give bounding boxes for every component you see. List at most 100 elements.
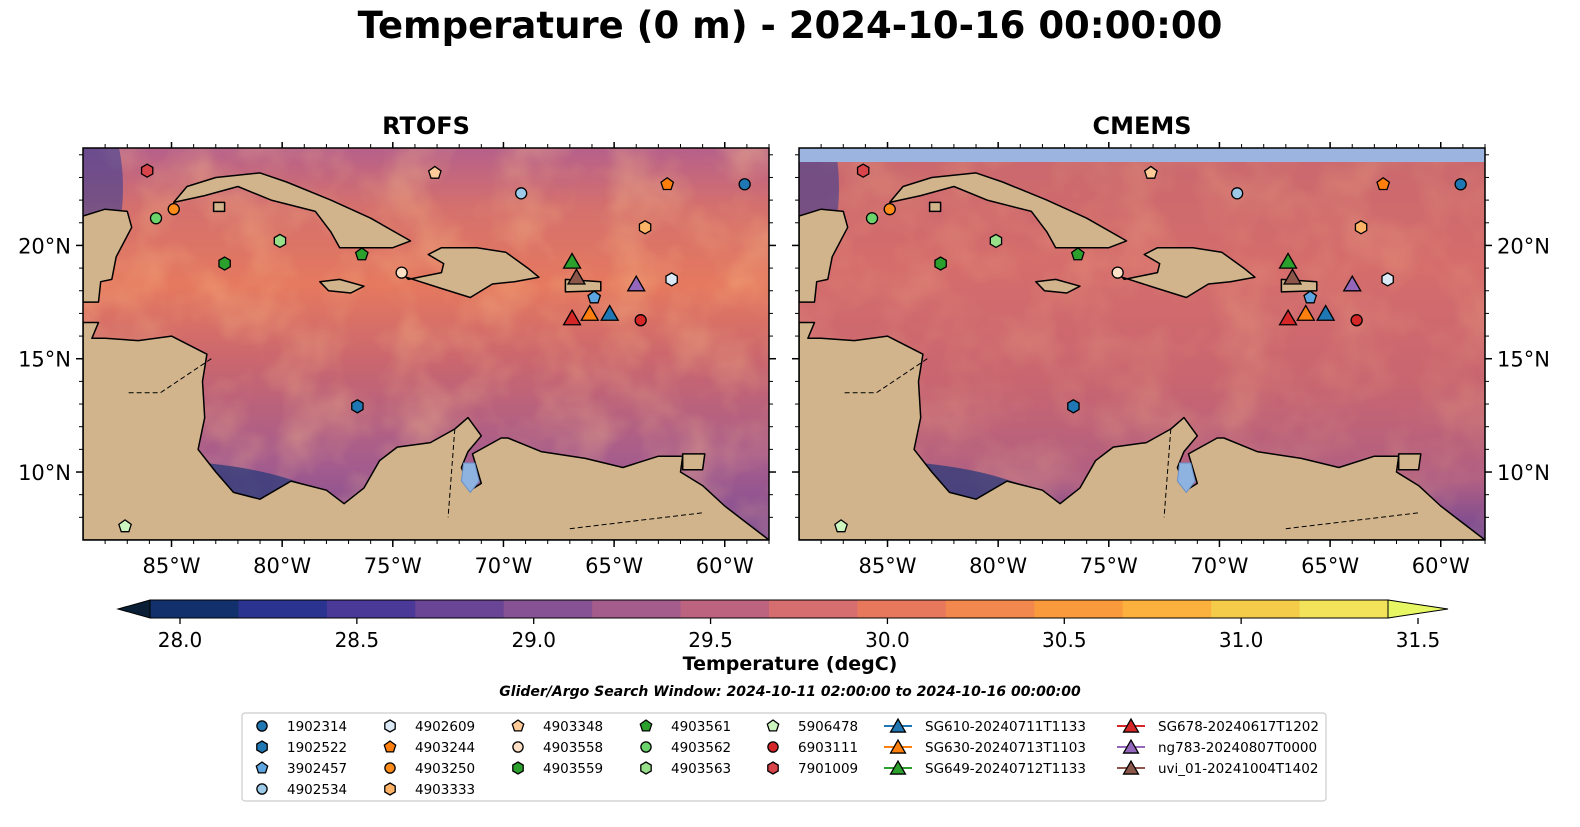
legend-entry-label: SG610-20240711T1133: [925, 719, 1086, 735]
legend-entry-label: 1902522: [287, 740, 347, 756]
legend-marker: [767, 741, 779, 753]
legend-entry-label: uvi_01-20241004T1402: [1158, 761, 1318, 777]
legend-entry-label: 4902609: [415, 719, 475, 735]
colorbar-tick-label: 28.0: [158, 628, 203, 652]
legend-marker: [1122, 738, 1140, 754]
lat-tick-label-left: 10°N: [18, 461, 71, 485]
platform-marker-1902314: [738, 178, 751, 191]
lon-tick-label: 80°W: [969, 554, 1027, 578]
legend-marker: [889, 738, 907, 754]
legend-entry-label: SG678-20240617T1202: [1158, 719, 1319, 735]
colorbar-label: Temperature (degC): [682, 653, 898, 675]
lon-tick-label: 60°W: [1412, 554, 1470, 578]
lon-tick-label: 70°W: [1190, 554, 1248, 578]
colorbar-tick-label: 31.0: [1219, 628, 1264, 652]
lon-tick-label: 65°W: [1301, 554, 1359, 578]
legend-entry-label: 4903563: [671, 761, 731, 777]
legend-frame: [241, 712, 1327, 802]
legend-entry-label: SG630-20240713T1103: [925, 740, 1086, 756]
colorbar-segment: [1122, 600, 1212, 618]
platform-marker-uvi_01-20241004T1402: [1282, 268, 1303, 285]
platform-marker-SG649-20240712T1133: [1278, 252, 1298, 269]
legend-marker: [256, 740, 268, 754]
colorbar-tick-label: 31.5: [1396, 628, 1441, 652]
legend-marker: [383, 740, 397, 753]
platform-marker-4903250: [167, 203, 180, 216]
colorbar-segment: [238, 600, 328, 618]
platform-marker-5906478: [834, 519, 848, 533]
platform-marker-4903244: [660, 176, 675, 191]
legend-marker: [384, 762, 396, 774]
platform-marker-SG678-20240617T1202: [562, 308, 582, 326]
lat-tick-label-left: 20°N: [18, 234, 71, 258]
platform-marker-3902457: [587, 290, 602, 304]
lon-tick-label: 70°W: [474, 554, 532, 578]
platform-marker-4902609: [1381, 272, 1394, 287]
platform-marker-4903561: [354, 247, 369, 261]
platform-marker-4903250: [883, 203, 896, 216]
figure-title: Temperature (0 m) - 2024-10-16 00:00:00: [357, 4, 1223, 47]
platform-marker-4902534: [1230, 187, 1244, 200]
legend-marker: [889, 759, 907, 775]
platform-marker-SG610-20240711T1133: [600, 304, 620, 321]
legend-entry-label: 4903333: [415, 782, 475, 798]
colorbar-tick-label: 29.0: [511, 628, 556, 652]
lat-tick-label-right: 10°N: [1497, 461, 1550, 485]
platform-marker-4903348: [427, 165, 442, 179]
colorbar-segment: [1211, 600, 1301, 618]
legend-entry-label: 4903559: [543, 761, 603, 777]
legend-entry-label: 4903244: [415, 740, 475, 756]
legend-entry-label: 4903562: [671, 740, 731, 756]
legend-entry-label: 3902457: [287, 761, 347, 777]
platform-marker-5906478: [118, 519, 132, 533]
colorbar-segment: [1299, 600, 1389, 618]
colorbar-segment: [326, 600, 416, 618]
legend-marker: [384, 719, 396, 733]
colorbar-segment: [503, 600, 593, 618]
legend-entry-label: 4903348: [543, 719, 603, 735]
colorbar-tick-label: 30.0: [865, 628, 910, 652]
colorbar-segment: [857, 600, 947, 618]
legend-entry-label: 7901009: [798, 761, 858, 777]
platform-marker-6903111: [1350, 314, 1363, 327]
platform-marker-4903244: [1376, 176, 1391, 191]
platform-marker-SG630-20240713T1103: [1296, 304, 1316, 321]
legend-marker: [767, 761, 779, 775]
platform-marker-4903563: [273, 233, 287, 249]
platform-marker-4902609: [665, 272, 678, 287]
legend-marker: [640, 741, 652, 753]
legend-marker: [256, 720, 268, 732]
colorbar-segment: [592, 600, 682, 618]
platform-marker-4903348: [1143, 165, 1158, 179]
colorbar-segment: [680, 600, 770, 618]
platform-marker-4903558: [395, 266, 408, 279]
platform-marker-SG649-20240712T1133: [562, 252, 582, 269]
legend-marker: [1122, 717, 1140, 733]
platform-marker-SG678-20240617T1202: [1278, 308, 1298, 326]
lon-tick-label: 80°W: [253, 554, 311, 578]
colorbar-extend-high: [1387, 599, 1449, 619]
colorbar-segment: [945, 600, 1035, 618]
legend-entry-label: 4903250: [415, 761, 475, 777]
colorbar-tick-label: 29.5: [688, 628, 733, 652]
map-cmems: 85°W 80°W 75°W 70°W 65°W 60°W 20°N 15°N 10°N: [792, 142, 1550, 578]
legend-marker: [639, 719, 653, 732]
legend-entry-label: 4902534: [287, 782, 347, 798]
platform-marker-4902534: [514, 187, 528, 200]
platform-marker-4903558: [1111, 266, 1124, 279]
legend-marker: [511, 719, 525, 732]
legend-entry-label: 4903561: [671, 719, 731, 735]
platform-marker-4903559: [934, 256, 947, 271]
platform-marker-4903333: [638, 220, 652, 235]
search-window-text: Glider/Argo Search Window: 2024-10-11 02…: [499, 684, 1081, 700]
platform-marker-SG630-20240713T1103: [580, 304, 600, 321]
legend-marker: [640, 761, 652, 775]
platform-marker-1902314: [1454, 178, 1467, 191]
lon-tick-label: 75°W: [1080, 554, 1138, 578]
legend-entry-label: ng783-20240807T0000: [1158, 740, 1317, 756]
platform-marker-3902457: [1303, 290, 1318, 304]
colorbar-extend-low: [116, 599, 151, 619]
colorbar-segment: [769, 600, 858, 618]
legend-marker: [256, 783, 268, 795]
panel-title-cmems: CMEMS: [1092, 112, 1192, 140]
